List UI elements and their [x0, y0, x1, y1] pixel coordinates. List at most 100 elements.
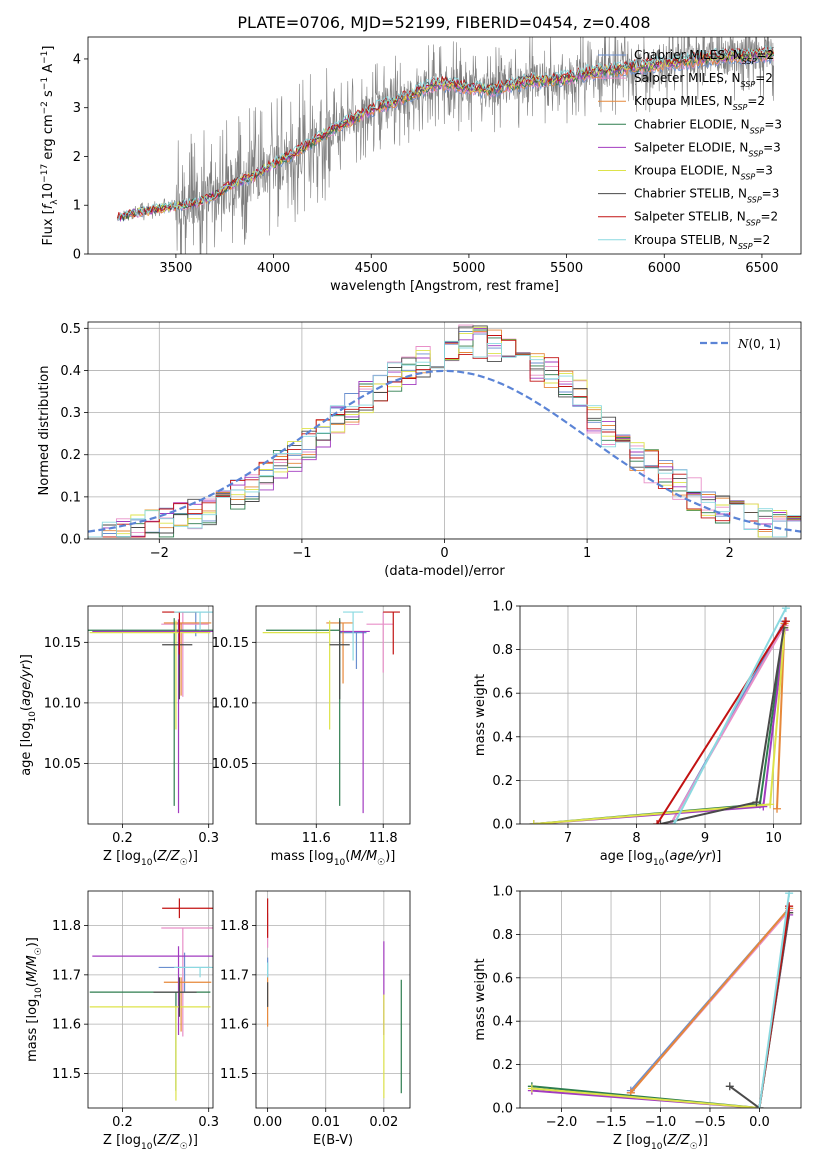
plot-area: [116, 37, 775, 254]
x-tick-label: 10: [765, 831, 782, 846]
x-tick-label: 1: [583, 546, 591, 561]
panel-residuals: −2 −1 0 1 2 0.0 0.1 0.2 0.3 0.4 0.5 (data-model)/er…: [37, 321, 802, 579]
x-tick-label: 11.6: [302, 831, 331, 846]
weight-marker: [781, 617, 790, 626]
y-tick-label: 0.0: [492, 818, 513, 833]
y-tick-label: 0: [73, 248, 81, 263]
data-point-salpeter-elodie: [92, 619, 213, 814]
y-tick-label: 0.6: [492, 971, 513, 986]
spectrum-legend: Chabrier MILES, NSSP=2 Salpeter MILES, NS…: [598, 48, 782, 250]
data-point-kroupa-stelib: [174, 611, 213, 631]
data-point-chabrier-stelib: [153, 977, 197, 1017]
panel-spectrum: 3500 4000 4500 5000 5500 6000 6500 0 1 2 3 4 wavelen…: [40, 36, 802, 294]
x-tick-label: 2: [726, 546, 734, 561]
weight-marker: [759, 802, 768, 811]
y-tick-label: 0.4: [60, 364, 81, 379]
y-tick-label: 0.4: [492, 730, 513, 745]
data-point-chabrier-miles: [158, 952, 211, 993]
x-tick-label: −2.0: [546, 1115, 578, 1130]
y-tick-label: 0.2: [492, 774, 513, 789]
x-tick-label: −1.5: [595, 1115, 627, 1130]
y-tick-label: 0.0: [492, 1102, 513, 1117]
y-axis-label: mass [log10(M/M☉)]: [25, 937, 44, 1062]
x-tick-label: 11.8: [369, 831, 398, 846]
data-point-chabrier-stelib: [329, 620, 350, 700]
model-spectrum-kroupa-stelib: [117, 44, 774, 221]
data-point-kroupa-miles: [163, 622, 212, 696]
y-tick-label: 10.05: [44, 757, 81, 772]
x-tick-label: 6500: [745, 261, 778, 276]
plot-area: [256, 891, 410, 1108]
data-point-salpeter-elodie: [92, 946, 213, 1036]
axes-frame: [87, 321, 802, 540]
plot-area: [88, 606, 213, 824]
weight-line-salpeter-stelib: [656, 620, 787, 824]
y-tick-label: 2: [73, 150, 81, 165]
legend-entry: Chabrier MILES, NSSP=2: [634, 48, 774, 66]
panel-age-vs-Z: 0.2 0.3 10.05 10.10 10.15 Z [log10(Z/Z☉)] age …: [19, 605, 219, 868]
data-point-salpeter-stelib: [383, 611, 400, 655]
x-axis-label: E(B-V): [313, 1133, 353, 1148]
y-tick-label: 11.5: [52, 1067, 81, 1082]
x-tick-label: 4500: [355, 261, 388, 276]
data-point-salpeter-stelib: [162, 611, 197, 655]
legend-entry: N(0, 1): [737, 337, 781, 351]
x-axis-label: (data-model)/error: [384, 564, 505, 579]
x-tick-label: −2: [150, 546, 169, 561]
y-tick-label: 10.15: [212, 636, 249, 651]
x-tick-label: 0: [440, 546, 448, 561]
panel-weight-vs-age: 7 8 9 10 0.0 0.2 0.4 0.6 0.8 1.0 age [log10(age/yr…: [473, 600, 802, 868]
x-axis-label: mass [log10(M/M☉)]: [271, 849, 396, 868]
x-tick-label: 0.00: [253, 1115, 282, 1130]
x-tick-label: 0.2: [112, 831, 133, 846]
x-tick-label: 5500: [550, 261, 583, 276]
y-tick-label: 0.3: [60, 406, 81, 421]
weight-marker: [785, 891, 794, 898]
legend-entry: Chabrier ELODIE, NSSP=3: [634, 117, 782, 135]
x-axis-label: wavelength [Angstrom, rest frame]: [330, 279, 559, 294]
weight-line-kroupa-elodie: [533, 627, 786, 824]
y-tick-label: 1.0: [492, 885, 513, 900]
weight-line-kroupa-stelib: [673, 607, 787, 824]
y-tick-label: 10.10: [44, 696, 81, 711]
x-tick-label: −1: [292, 546, 311, 561]
x-tick-label: 3500: [159, 261, 192, 276]
data-point-kroupa-stelib: [174, 966, 213, 978]
figure-title: PLATE=0706, MJD=52199, FIBERID=0454, z=0…: [237, 13, 650, 32]
y-tick-label: 10.05: [212, 757, 249, 772]
y-tick-label: 11.8: [52, 919, 81, 934]
legend-entry: Salpeter ELODIE, NSSP=3: [634, 140, 781, 158]
y-axis-label: age [log10(age/yr)]: [19, 654, 38, 776]
y-axis-label: Flux [fλ10−17 erg cm−2 s−1 A−1]: [40, 46, 60, 246]
y-tick-label: 0.0: [60, 533, 81, 548]
x-tick-label: 6000: [648, 261, 681, 276]
legend-entry: Kroupa STELIB, NSSP=2: [634, 233, 770, 251]
plot-area: [520, 891, 801, 1108]
weight-marker: [781, 606, 790, 613]
y-tick-label: 11.6: [220, 1018, 249, 1033]
y-tick-label: 0.4: [492, 1015, 513, 1030]
x-tick-label: 7: [564, 831, 572, 846]
weight-marker: [766, 800, 775, 809]
y-tick-label: 11.7: [220, 968, 249, 983]
residual-histogram-kroupa-stelib: [88, 340, 801, 539]
weight-line-salpeter-miles: [669, 625, 786, 824]
plot-area: [520, 606, 801, 824]
data-point-kroupa-stelib: [343, 611, 364, 661]
weight-marker: [773, 804, 782, 813]
x-tick-label: 9: [701, 831, 709, 846]
legend-entry: Salpeter STELIB, NSSP=2: [634, 210, 778, 228]
axes-frame: [87, 890, 214, 1109]
data-point-kroupa-miles: [163, 977, 212, 1032]
weight-marker: [752, 798, 761, 807]
data-point-kroupa-elodie: [89, 1006, 211, 1101]
weight-marker: [725, 1082, 734, 1091]
weight-marker: [670, 820, 679, 824]
data-point-kroupa-elodie: [262, 620, 331, 730]
panel-age-vs-mass: 11.6 11.8 10.05 10.10 10.15 mass [log10(M/M☉)…: [212, 605, 411, 868]
data-point-salpeter-stelib: [162, 898, 213, 919]
y-axis-label: mass weight: [473, 674, 488, 756]
axes-frame: [519, 890, 802, 1109]
y-tick-label: 0.8: [492, 643, 513, 658]
x-tick-label: 0.01: [311, 1115, 340, 1130]
